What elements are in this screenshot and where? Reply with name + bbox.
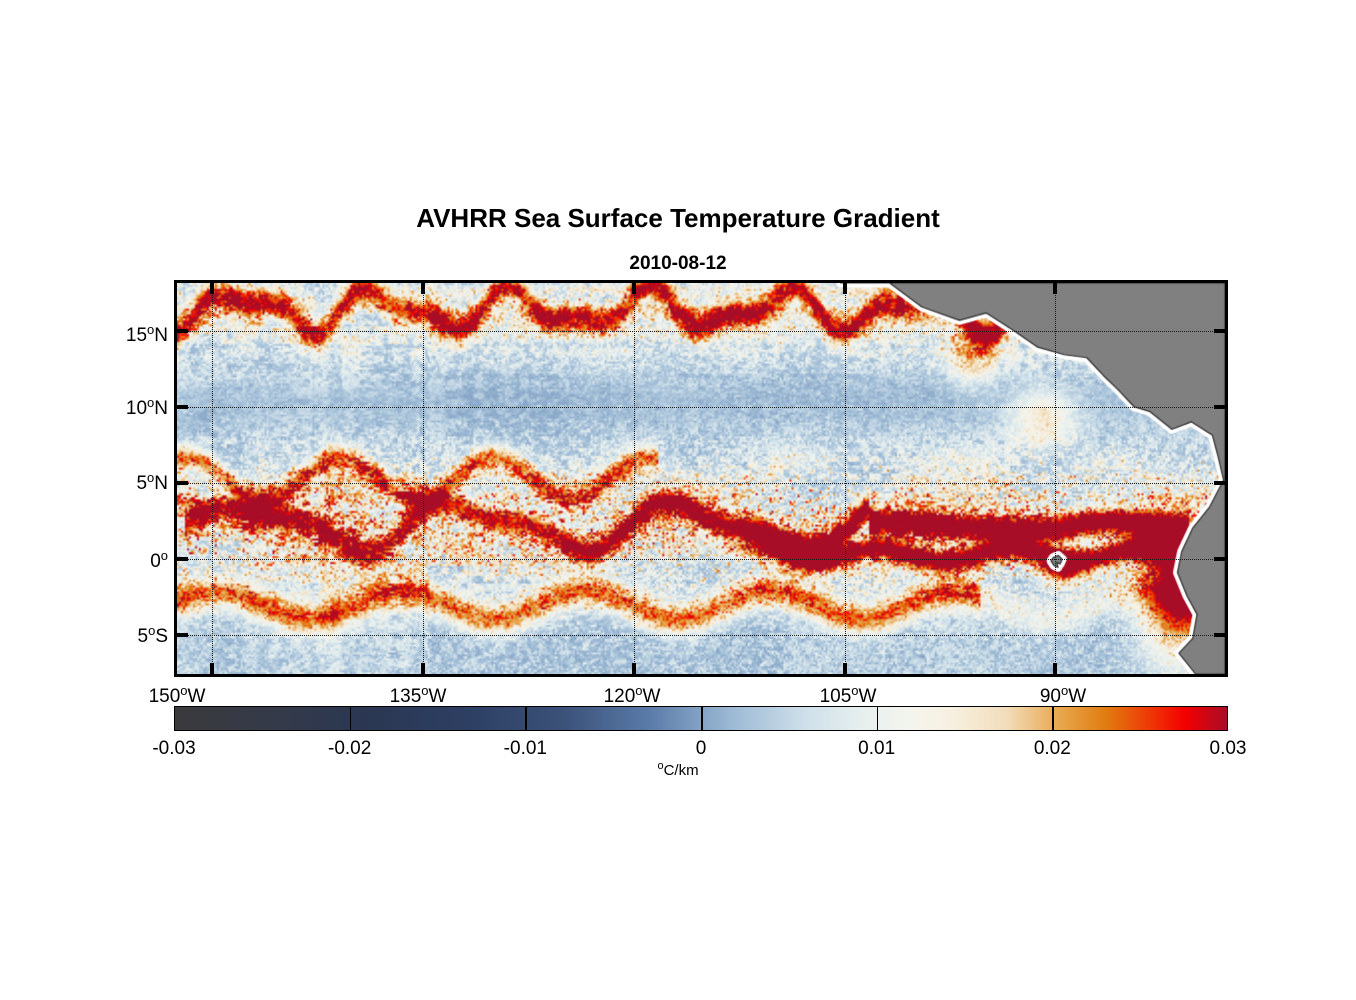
gridline-lon-4: [1055, 283, 1057, 674]
tick-lat-1: [1214, 405, 1225, 410]
tick-lon-2: [631, 283, 636, 294]
y-tick-label-2: 5oN: [136, 470, 168, 495]
y-tick-label-3: 0o: [150, 548, 168, 573]
colorbar[interactable]: [174, 706, 1228, 731]
colorbar-tick-label-4: 0.01: [858, 738, 896, 759]
colorbar-tick-label-5: 0.02: [1033, 738, 1071, 759]
colorbar-tick-label-1: -0.02: [328, 738, 372, 759]
tick-lon-3: [842, 283, 847, 294]
gridline-lat-2: [177, 483, 1225, 484]
gridline-lat-3: [177, 558, 1225, 560]
colorbar-tick-4: [876, 706, 879, 731]
tick-lon-0: [210, 283, 215, 294]
gridline-lon-2: [633, 283, 635, 674]
colorbar-tick-label-6: 0.03: [1209, 738, 1247, 759]
tick-lat-2: [177, 481, 188, 485]
tick-lon-2: [631, 663, 636, 674]
colorbar-tick-label-0: -0.03: [152, 738, 196, 759]
colorbar-tick-label-2: -0.01: [503, 738, 547, 759]
tick-lat-2: [1214, 481, 1225, 485]
colorbar-tick-1: [349, 706, 352, 731]
tick-lon-1: [420, 663, 425, 674]
gridline-lon-0: [212, 283, 214, 674]
colorbar-tick-5: [1052, 706, 1054, 731]
figure-subtitle-date: 2010-08-12: [629, 253, 727, 274]
gridline-lon-3: [844, 283, 846, 674]
x-tick-label-4: 90oW: [1039, 683, 1087, 708]
tick-lat-0: [1214, 329, 1225, 334]
x-tick-label-2: 120oW: [603, 683, 661, 708]
tick-lon-4: [1053, 283, 1058, 294]
gridline-lat-4: [177, 634, 1225, 636]
tick-lat-4: [177, 632, 188, 637]
y-tick-label-4: 5oS: [137, 623, 169, 648]
gridline-lon-1: [422, 283, 424, 674]
tick-lon-3: [842, 663, 847, 674]
tick-lon-4: [1053, 663, 1058, 674]
colorbar-tick-2: [525, 706, 527, 731]
tick-lon-1: [420, 283, 425, 294]
colorbar-tick-3: [701, 706, 703, 731]
y-tick-label-1: 10oN: [125, 395, 168, 420]
map-axes[interactable]: [174, 280, 1228, 677]
tick-lon-0: [210, 663, 215, 674]
land-mask-overlay: [177, 283, 1225, 674]
colorbar-unit-label: oC/km: [657, 760, 699, 780]
tick-lat-3: [1214, 556, 1225, 561]
page-title: AVHRR Sea Surface Temperature Gradient: [416, 203, 940, 233]
tick-lat-3: [177, 556, 188, 561]
tick-lat-4: [1214, 632, 1225, 637]
colorbar-tick-label-3: 0: [695, 738, 707, 759]
x-tick-label-0: 150oW: [148, 683, 206, 708]
y-tick-label-0: 15oN: [125, 322, 168, 347]
gridline-lat-1: [177, 407, 1225, 409]
tick-lat-1: [177, 405, 188, 410]
x-tick-label-1: 135oW: [389, 683, 447, 708]
gridline-lat-0: [177, 331, 1225, 333]
x-tick-label-3: 105oW: [819, 683, 877, 708]
tick-lat-0: [177, 329, 188, 334]
